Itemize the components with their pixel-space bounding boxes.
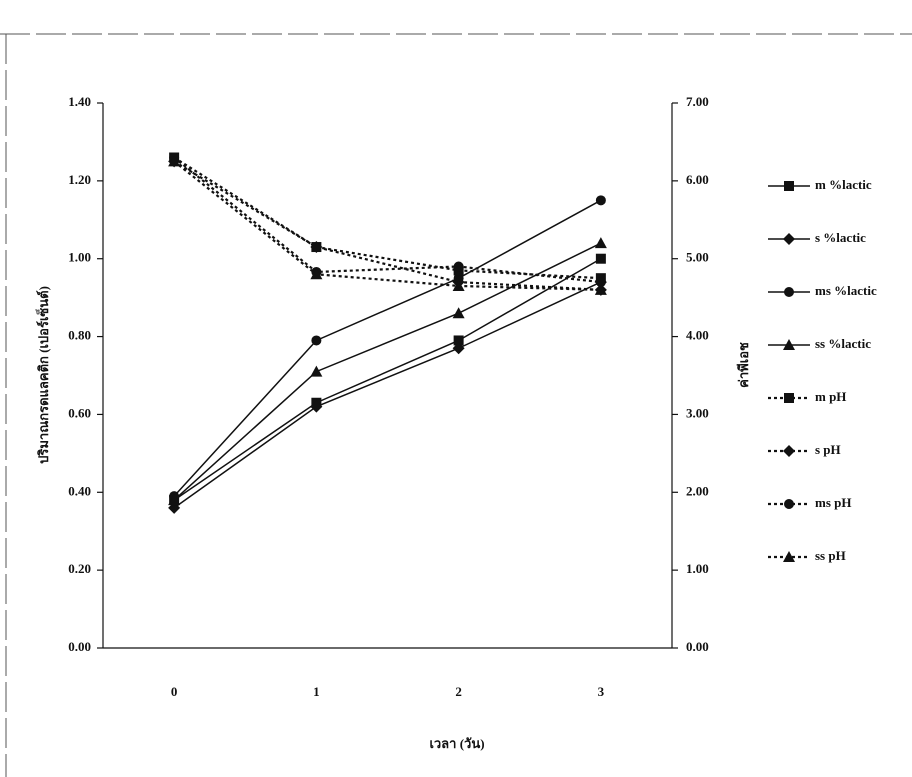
y2-tick-label: 5.00 — [686, 250, 709, 265]
legend-label: s %lactic — [815, 230, 866, 245]
marker — [311, 335, 321, 345]
y2-tick-label: 1.00 — [686, 561, 709, 576]
y-tick-label: 0.60 — [68, 405, 91, 420]
marker — [784, 499, 794, 509]
legend-label: ss %lactic — [815, 336, 871, 351]
marker — [454, 262, 464, 272]
y2-axis-title: ค่าพีเอช — [736, 342, 751, 388]
marker — [784, 287, 794, 297]
marker — [783, 445, 795, 457]
x-tick-label: 1 — [313, 684, 320, 699]
marker — [595, 237, 607, 248]
y-tick-label: 0.80 — [68, 328, 91, 343]
marker — [596, 195, 606, 205]
marker — [453, 307, 465, 318]
x-tick-label: 3 — [598, 684, 605, 699]
chart: เวลา (วัน) ปริมาณกรดแลคติก (เปอร์เซ็นต์)… — [0, 0, 912, 777]
legend-label: ms pH — [815, 495, 851, 510]
series-line — [174, 259, 601, 500]
legend-label: s pH — [815, 442, 841, 457]
y2-tick-label: 3.00 — [686, 405, 709, 420]
y-tick-label: 0.20 — [68, 561, 91, 576]
x-tick-label: 2 — [455, 684, 462, 699]
x-tick-label: 0 — [171, 684, 178, 699]
y-tick-label: 0.00 — [68, 639, 91, 654]
marker — [784, 393, 794, 403]
marker — [596, 254, 606, 264]
series-line — [174, 161, 601, 289]
series-line — [174, 282, 601, 508]
y2-tick-label: 4.00 — [686, 328, 709, 343]
y-tick-label: 1.20 — [68, 172, 91, 187]
legend-label: m pH — [815, 389, 846, 404]
y2-tick-label: 2.00 — [686, 483, 709, 498]
legend-label: ss pH — [815, 548, 846, 563]
y2-tick-label: 6.00 — [686, 172, 709, 187]
series-line — [174, 158, 601, 283]
marker — [783, 233, 795, 245]
legend-label: m %lactic — [815, 177, 872, 192]
marker — [784, 181, 794, 191]
series-line — [174, 200, 601, 496]
series-line — [174, 161, 601, 289]
y-axis-title: ปริมาณกรดแลคติก (เปอร์เซ็นต์) — [34, 286, 51, 464]
y-tick-label: 0.40 — [68, 483, 91, 498]
marker — [310, 366, 322, 377]
y-tick-label: 1.40 — [68, 94, 91, 109]
y2-tick-label: 7.00 — [686, 94, 709, 109]
y2-tick-label: 0.00 — [686, 639, 709, 654]
x-axis-title: เวลา (วัน) — [429, 736, 484, 751]
y-tick-label: 1.00 — [68, 250, 91, 265]
legend-label: ms %lactic — [815, 283, 877, 298]
series-line — [174, 158, 601, 279]
